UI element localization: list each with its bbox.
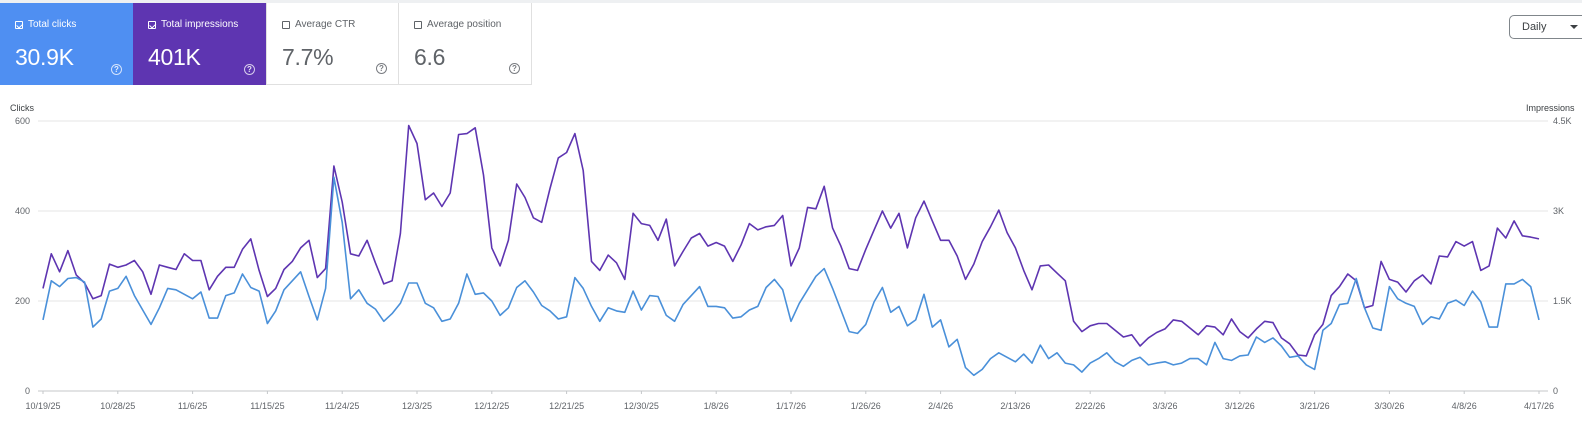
y-right-tick-label: 1.5K (1553, 296, 1572, 306)
x-tick-label: 12/12/25 (474, 401, 509, 411)
checkbox-icon[interactable] (148, 21, 156, 29)
x-tick-label: 10/19/25 (25, 401, 60, 411)
y-right-axis-title: Impressions (1526, 103, 1575, 113)
x-tick-label: 11/6/25 (178, 401, 207, 411)
help-circle-icon[interactable]: ? (244, 64, 255, 75)
help-circle-icon[interactable]: ? (376, 63, 387, 74)
y-left-tick-label: 400 (15, 206, 30, 216)
metric-card-header: Average position (414, 17, 531, 33)
metric-label: Total impressions (161, 19, 239, 30)
range-selector-button[interactable]: Daily (1509, 15, 1582, 39)
x-tick-label: 12/30/25 (624, 401, 659, 411)
metric-value: 6.6 (414, 44, 446, 70)
help-circle-icon[interactable]: ? (111, 64, 122, 75)
checkbox-icon[interactable] (414, 21, 422, 29)
x-tick-label: 3/3/26 (1152, 401, 1177, 411)
metric-cards: Total clicks 30.9K ? Total impressions 4… (0, 3, 532, 85)
metric-value: 7.7% (282, 44, 334, 70)
x-tick-label: 10/28/25 (100, 401, 135, 411)
metric-card-header: Total clicks (15, 17, 133, 33)
x-tick-label: 1/17/26 (776, 401, 806, 411)
series-line-total-clicks (42, 176, 1540, 377)
x-tick-label: 12/3/25 (402, 401, 432, 411)
y-right-tick-label: 0 (1553, 386, 1558, 396)
y-left-axis-title: Clicks (10, 103, 34, 113)
metric-card-average-position[interactable]: Average position 6.6 ? (399, 3, 532, 85)
x-tick-label: 3/21/26 (1300, 401, 1330, 411)
help-circle-icon[interactable]: ? (509, 63, 520, 74)
caret-down-icon (1570, 25, 1578, 29)
series-line-total-impressions (42, 124, 1540, 357)
x-tick-label: 12/21/25 (549, 401, 584, 411)
range-selector-label: Daily (1522, 21, 1547, 33)
x-tick-label: 2/22/26 (1075, 401, 1105, 411)
metric-value: 30.9K (15, 44, 74, 70)
x-tick-label: 3/12/26 (1225, 401, 1255, 411)
x-tick-label: 11/24/25 (325, 401, 359, 411)
y-left-tick-label: 0 (25, 386, 30, 396)
y-right-tick-label: 3K (1553, 206, 1564, 216)
x-tick-label: 1/8/26 (704, 401, 729, 411)
checkbox-icon[interactable] (282, 21, 290, 29)
metric-card-header: Total impressions (148, 17, 266, 33)
metric-label: Total clicks (28, 19, 77, 30)
x-tick-label: 1/26/26 (851, 401, 881, 411)
metric-label: Average position (427, 19, 502, 30)
x-tick-label: 4/17/26 (1524, 401, 1554, 411)
x-tick-label: 2/13/26 (1000, 401, 1030, 411)
top-divider (0, 0, 1582, 3)
metric-card-total-impressions[interactable]: Total impressions 401K ? (133, 3, 266, 85)
x-tick-label: 11/15/25 (250, 401, 284, 411)
x-tick-label: 3/30/26 (1374, 401, 1404, 411)
checkbox-icon[interactable] (15, 21, 23, 29)
y-left-tick-label: 600 (15, 116, 30, 126)
metric-value: 401K (148, 44, 201, 70)
metric-card-header: Average CTR (282, 17, 398, 33)
y-left-tick-label: 200 (15, 296, 30, 306)
x-tick-label: 4/8/26 (1452, 401, 1477, 411)
y-right-tick-label: 4.5K (1553, 116, 1572, 126)
metric-label: Average CTR (295, 19, 356, 30)
metric-card-average-ctr[interactable]: Average CTR 7.7% ? (266, 3, 399, 85)
x-tick-label: 2/4/26 (928, 401, 953, 411)
metric-card-total-clicks[interactable]: Total clicks 30.9K ? (0, 3, 133, 85)
